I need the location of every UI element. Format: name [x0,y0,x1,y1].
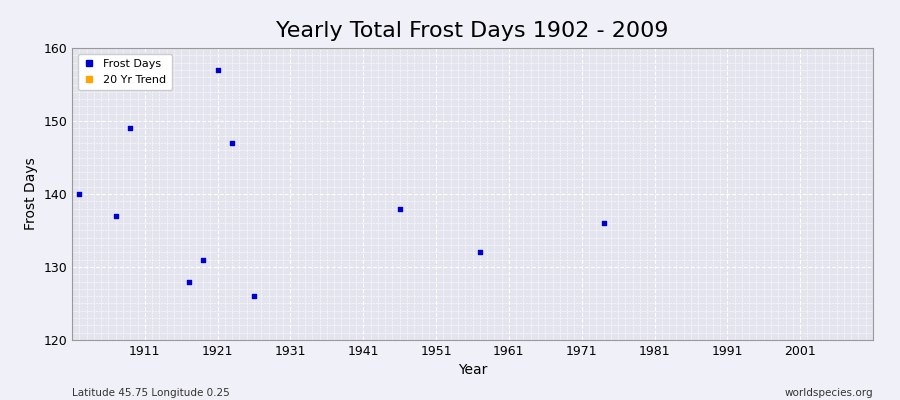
Legend: Frost Days, 20 Yr Trend: Frost Days, 20 Yr Trend [77,54,172,90]
Point [392,205,407,212]
Point [196,256,211,263]
Point [211,67,225,73]
Point [472,249,487,256]
Point [72,191,86,197]
Text: worldspecies.org: worldspecies.org [785,388,873,398]
Point [123,125,138,132]
Point [597,220,611,226]
Point [225,140,239,146]
Point [109,213,123,219]
X-axis label: Year: Year [458,364,487,378]
Point [181,278,195,285]
Y-axis label: Frost Days: Frost Days [23,158,38,230]
Title: Yearly Total Frost Days 1902 - 2009: Yearly Total Frost Days 1902 - 2009 [276,21,669,41]
Text: Latitude 45.75 Longitude 0.25: Latitude 45.75 Longitude 0.25 [72,388,230,398]
Point [247,293,261,299]
